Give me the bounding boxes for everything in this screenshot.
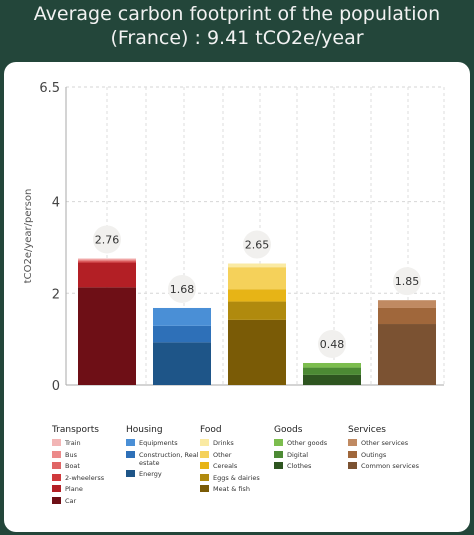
total-label-bubble [168,274,196,303]
bar-segment-services-1 [378,307,436,325]
bar-segment-food-3 [228,267,286,290]
title-line-2: (France) : 9.41 tCO2e/year [110,27,364,49]
bar-segment-services-0 [378,324,436,385]
total-label: 0.48 [320,338,345,351]
bar-segment-goods-1 [303,367,361,375]
bar-segment-housing-2 [153,307,211,326]
bar-segment-housing-0 [153,342,211,385]
total-label-bubble [318,329,346,358]
total-label-bubble [93,225,121,254]
total-label: 2.65 [245,239,270,252]
bar-segment-transports-5 [78,258,136,260]
bar-segment-services-2 [378,300,436,308]
bar-segment-goods-0 [303,374,361,385]
title-line-1: Average carbon footprint of the populati… [33,3,441,25]
chart-title: Average carbon footprint of the populati… [0,2,474,50]
total-label: 1.68 [170,283,195,296]
y-tick-label: 6.5 [39,81,60,96]
bar-segment-food-1 [228,301,286,320]
total-label: 2.76 [95,233,120,246]
y-tick-label: 2 [52,287,60,302]
bar-segment-transports-2 [78,261,136,263]
bar-segment-transports-1 [78,262,136,288]
bar-segment-goods-2 [303,362,361,368]
y-tick-label: 4 [52,196,60,211]
bar-segment-food-2 [228,289,286,302]
y-tick-label: 0 [52,379,60,394]
bar-segment-transports-0 [78,287,136,385]
bar-segment-food-4 [228,263,286,268]
bar-segment-transports-4 [78,259,136,261]
bar-segment-transports-3 [78,260,136,262]
bar-segment-food-0 [228,319,286,385]
bar-segment-housing-1 [153,325,211,343]
total-label-bubble [393,267,421,296]
total-label: 1.85 [395,275,420,288]
y-axis-label: tCO2e/year/person [23,189,34,284]
total-label-bubble [243,230,271,259]
